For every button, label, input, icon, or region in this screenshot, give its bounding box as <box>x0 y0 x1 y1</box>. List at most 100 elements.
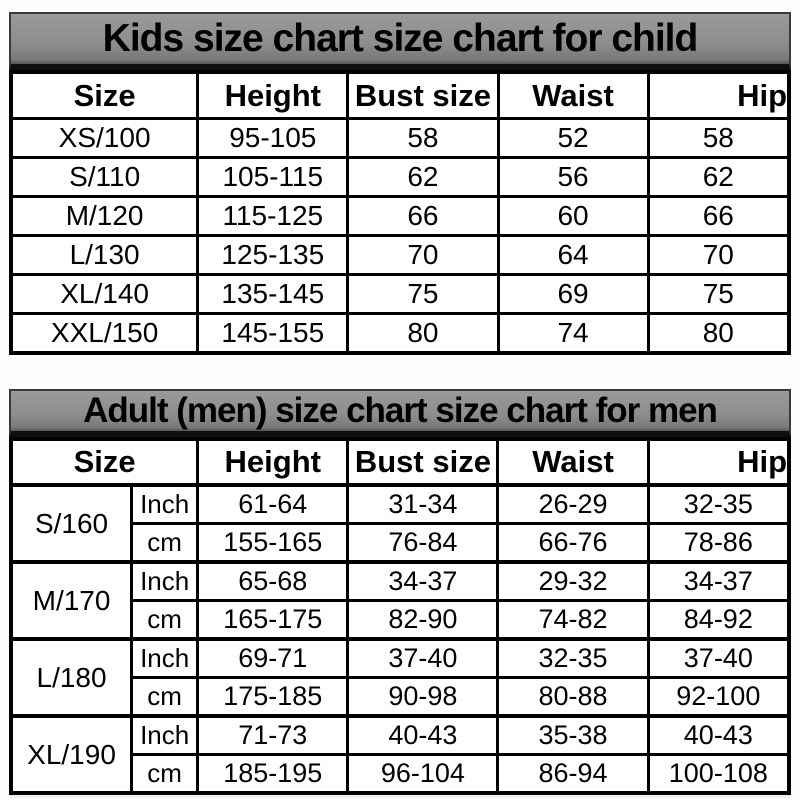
size-cell: S/160 <box>9 483 134 564</box>
table-row: S/110 105-115 62 56 62 <box>9 156 791 198</box>
table-row: L/180 Inch 69-71 37-40 32-35 37-40 <box>9 637 791 718</box>
table-cell: 70 <box>346 234 500 276</box>
table-cell: 135-145 <box>196 273 350 315</box>
table-cell: 185-195 <box>196 753 350 795</box>
table-cell: 75 <box>646 273 791 315</box>
kids-header-waist: Waist <box>496 70 650 120</box>
size-cell: M/170 <box>9 560 134 641</box>
kids-header-bust: Bust size <box>346 70 500 120</box>
table-cell: 96-104 <box>346 753 500 795</box>
table-cell: 92-100 <box>646 676 791 718</box>
unit-cell: Inch <box>130 714 200 756</box>
table-cell: 52 <box>496 117 650 159</box>
adult-header-row: Size Height Bust size Waist Hip <box>9 437 791 487</box>
table-cell: 86-94 <box>496 753 650 795</box>
table-cell: 80-88 <box>496 676 650 718</box>
table-row: M/170 Inch 65-68 34-37 29-32 34-37 <box>9 560 791 641</box>
kids-header-size: Size <box>9 70 200 120</box>
size-cell: XL/190 <box>9 714 134 795</box>
table-cell: 80 <box>346 312 500 355</box>
unit-cell: Inch <box>130 637 200 679</box>
table-cell: 74 <box>496 312 650 355</box>
table-cell: 95-105 <box>196 117 350 159</box>
table-row: M/120 115-125 66 60 66 <box>9 195 791 237</box>
table-row: XL/190 Inch 71-73 40-43 35-38 40-43 <box>9 714 791 795</box>
table-cell: 56 <box>496 156 650 198</box>
table-row: L/130 125-135 70 64 70 <box>9 234 791 276</box>
table-cell: 58 <box>646 117 791 159</box>
table-cell: 31-34 <box>346 483 500 525</box>
table-cell: 76-84 <box>346 522 500 564</box>
table-row: XXL/150 145-155 80 74 80 <box>9 312 791 355</box>
size-cell: L/180 <box>9 637 134 718</box>
size-cell: XS/100 <box>9 117 200 159</box>
table-row: cm 155-165 76-84 66-76 78-86 <box>11 522 791 564</box>
table-cell: 35-38 <box>496 714 650 756</box>
table-cell: 58 <box>346 117 500 159</box>
table-cell: 80 <box>646 312 791 355</box>
size-cell: S/110 <box>9 156 200 198</box>
table-cell: 34-37 <box>646 560 791 602</box>
table-cell: 125-135 <box>196 234 350 276</box>
table-cell: 175-185 <box>196 676 350 718</box>
table-row: XL/140 135-145 75 69 75 <box>9 273 791 315</box>
table-row: cm 165-175 82-90 74-82 84-92 <box>11 599 791 641</box>
table-cell: 34-37 <box>346 560 500 602</box>
adult-header-height: Height <box>196 437 350 487</box>
table-row: XS/100 95-105 58 52 58 <box>9 117 791 159</box>
unit-cell: Inch <box>130 560 200 602</box>
table-cell: 66-76 <box>496 522 650 564</box>
table-row: S/160 Inch 61-64 31-34 26-29 32-35 <box>9 483 791 564</box>
table-cell: 78-86 <box>646 522 791 564</box>
table-cell: 115-125 <box>196 195 350 237</box>
table-cell: 40-43 <box>646 714 791 756</box>
table-cell: 165-175 <box>196 599 350 641</box>
adult-header-bust: Bust size <box>346 437 500 487</box>
adult-header-size: Size <box>9 437 200 487</box>
watermark-artifact <box>10 794 790 798</box>
table-cell: 71-73 <box>196 714 350 756</box>
table-cell: 105-115 <box>196 156 350 198</box>
table-cell: 69-71 <box>196 637 350 679</box>
table-cell: 75 <box>346 273 500 315</box>
table-cell: 26-29 <box>496 483 650 525</box>
table-row: cm 185-195 96-104 86-94 100-108 <box>11 753 791 795</box>
table-cell: 100-108 <box>646 753 791 795</box>
size-cell: L/130 <box>9 234 200 276</box>
table-cell: 74-82 <box>496 599 650 641</box>
table-cell: 90-98 <box>346 676 500 718</box>
kids-size-table: Size Height Bust size Waist Hip XS/100 9… <box>9 70 791 355</box>
table-cell: 61-64 <box>196 483 350 525</box>
kids-header-hip: Hip <box>646 70 791 120</box>
table-cell: 32-35 <box>496 637 650 679</box>
kids-chart-title: Kids size chart size chart for child <box>9 12 791 70</box>
adult-size-table: Size Height Bust size Waist Hip S/160 In… <box>9 437 791 795</box>
table-cell: 145-155 <box>196 312 350 355</box>
table-cell: 70 <box>646 234 791 276</box>
table-cell: 62 <box>346 156 500 198</box>
table-cell: 69 <box>496 273 650 315</box>
table-cell: 65-68 <box>196 560 350 602</box>
table-cell: 32-35 <box>646 483 791 525</box>
table-cell: 155-165 <box>196 522 350 564</box>
kids-header-row: Size Height Bust size Waist Hip <box>9 70 791 120</box>
table-cell: 82-90 <box>346 599 500 641</box>
unit-cell: cm <box>130 753 200 795</box>
table-row: cm 175-185 90-98 80-88 92-100 <box>11 676 791 718</box>
table-cell: 84-92 <box>646 599 791 641</box>
table-cell: 29-32 <box>496 560 650 602</box>
kids-header-height: Height <box>196 70 350 120</box>
table-cell: 37-40 <box>346 637 500 679</box>
table-cell: 66 <box>646 195 791 237</box>
table-cell: 40-43 <box>346 714 500 756</box>
size-cell: XXL/150 <box>9 312 200 355</box>
unit-cell: cm <box>130 599 200 641</box>
unit-cell: cm <box>130 522 200 564</box>
adult-chart-title: Adult (men) size chart size chart for me… <box>9 389 791 437</box>
adult-header-waist: Waist <box>496 437 650 487</box>
table-cell: 64 <box>496 234 650 276</box>
unit-cell: cm <box>130 676 200 718</box>
table-cell: 62 <box>646 156 791 198</box>
table-cell: 66 <box>346 195 500 237</box>
